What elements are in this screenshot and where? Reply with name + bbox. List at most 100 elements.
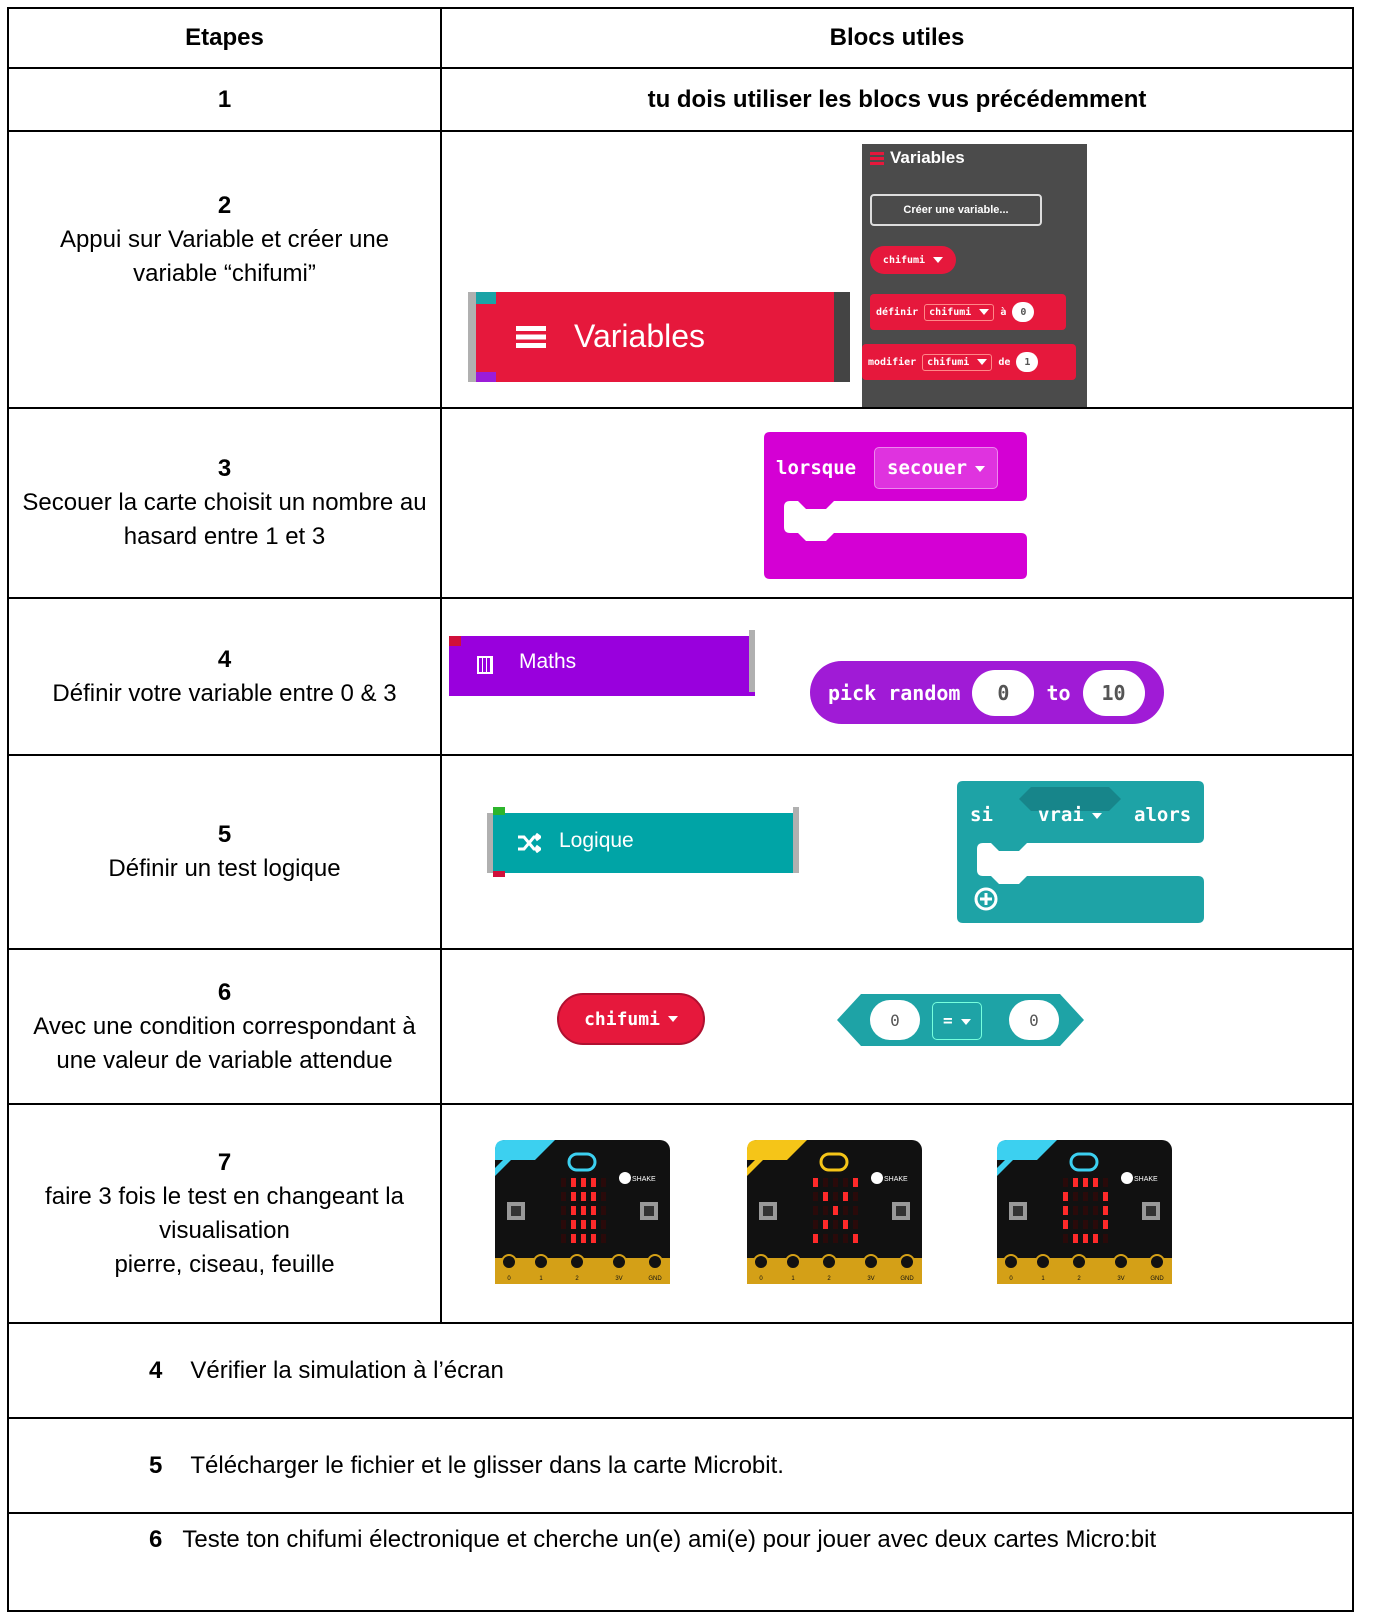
- pin: [1035, 1254, 1051, 1270]
- row: 1 tu dois utiliser les blocs vus précéde…: [7, 67, 1354, 132]
- change-block[interactable]: modifier chifumi de 1: [862, 344, 1076, 380]
- blocks: chifumi 0 = 0: [442, 950, 1352, 1103]
- led: [1093, 1220, 1098, 1229]
- led: [843, 1206, 848, 1215]
- led: [1093, 1206, 1098, 1215]
- icon: [980, 893, 992, 905]
- blocks-cell: SHAKE 0 1 2 3V GND SHAKE 0 1 2 3V GND SHAKE 0 1 2 3V GND: [440, 1103, 1354, 1324]
- button: [1013, 1206, 1023, 1216]
- step-text: pierre, ciseau, feuille: [114, 1250, 335, 1278]
- pin-label: 0: [759, 1276, 763, 1282]
- led: [1073, 1192, 1078, 1201]
- pin-label: GND: [648, 1276, 662, 1282]
- icon: [974, 887, 998, 911]
- pin-label: 2: [1077, 1276, 1081, 1282]
- label: alors: [1134, 804, 1192, 826]
- dropdown[interactable]: vrai: [1038, 804, 1102, 826]
- row: 4 Définir votre variable entre 0 & 3 Math…: [7, 597, 1354, 756]
- set-block[interactable]: définir chifumi à 0: [870, 294, 1066, 330]
- category-label: Variables: [574, 318, 706, 354]
- led: [591, 1206, 596, 1215]
- blocks-cell: Logique si vrai alors: [440, 754, 1354, 950]
- corner: [997, 1140, 1033, 1176]
- label: pick random: [828, 680, 961, 705]
- led: [561, 1178, 566, 1187]
- dropdown[interactable]: secouer: [874, 447, 999, 489]
- step-cell: 5 Définir un test logique: [7, 754, 442, 950]
- led: [853, 1220, 858, 1229]
- pin-label: GND: [1150, 1276, 1164, 1282]
- button: [896, 1206, 906, 1216]
- block-shape: [957, 781, 1204, 923]
- led: [561, 1192, 566, 1201]
- corner: [495, 1140, 531, 1176]
- pin-label: 1: [1041, 1276, 1045, 1282]
- variable-block[interactable]: chifumi: [870, 246, 956, 274]
- label: vrai: [1038, 804, 1084, 826]
- led: [1083, 1206, 1088, 1215]
- pin-label: 1: [539, 1276, 543, 1282]
- category-label: Maths: [519, 650, 577, 673]
- led: [843, 1192, 848, 1201]
- category-bar: Variables: [468, 292, 850, 382]
- dropdown: chifumi: [924, 303, 995, 321]
- led: [1063, 1234, 1068, 1243]
- pin: [1149, 1254, 1165, 1270]
- led: [571, 1206, 576, 1215]
- led: [1083, 1234, 1088, 1243]
- led: [1073, 1178, 1078, 1187]
- led: [1083, 1220, 1088, 1229]
- step-number: 7: [217, 1148, 232, 1176]
- led: [1063, 1220, 1068, 1229]
- cap: [487, 813, 493, 873]
- row: 5 Définir un test logique Logique si vrai…: [7, 754, 1354, 950]
- step-text: Définir votre variable entre 0 & 3: [52, 679, 397, 707]
- led: [561, 1234, 566, 1243]
- number-input: 0: [870, 1000, 920, 1040]
- variable-block[interactable]: chifumi: [557, 993, 705, 1045]
- led: [833, 1220, 838, 1229]
- led: [853, 1234, 858, 1243]
- logo: [819, 1152, 849, 1172]
- steps-table: Etapes Blocs utiles 1 tu dois utiliser l…: [7, 7, 1354, 1612]
- led: [1093, 1192, 1098, 1201]
- random-block[interactable]: pick random 0 to 10: [810, 661, 1164, 724]
- blocks: SHAKE 0 1 2 3V GND SHAKE 0 1 2 3V GND SHAKE 0 1 2 3V GND: [442, 1105, 1352, 1322]
- dropdown[interactable]: =: [932, 1002, 982, 1040]
- number-input: 1: [1016, 352, 1039, 372]
- led: [571, 1234, 576, 1243]
- row: 6 Avec une condition correspondant à une …: [7, 948, 1354, 1105]
- led: [1093, 1178, 1098, 1187]
- row: 4 Vérifier la simulation à l’écran: [7, 1322, 1354, 1419]
- step-cell: 1: [7, 67, 442, 132]
- pin-label: 3V: [867, 1276, 874, 1282]
- create-button[interactable]: Créer une variable...: [870, 194, 1042, 226]
- led: [1073, 1234, 1078, 1243]
- led: [1103, 1234, 1108, 1243]
- step-text: faire 3 fois le test en changeant la vis…: [45, 1182, 404, 1244]
- led: [581, 1234, 586, 1243]
- step-text: Avec une condition correspondant à une v…: [33, 1012, 416, 1074]
- logo: [1069, 1152, 1099, 1172]
- led: [813, 1178, 818, 1187]
- led: [1103, 1206, 1108, 1215]
- blocks: lorsque secouer: [442, 409, 1352, 597]
- row: 7 faire 3 fois le test en changeant la vi…: [7, 1103, 1354, 1324]
- blocks-cell: Variables Variables Créer une variable..…: [440, 130, 1354, 409]
- button: [644, 1206, 654, 1216]
- category-label: Logique: [559, 829, 634, 852]
- row: 5 Télécharger le fichier et le glisser da…: [7, 1417, 1354, 1514]
- button: [763, 1206, 773, 1216]
- icon: [518, 833, 541, 853]
- step-cell: 6 Avec une condition correspondant à une …: [7, 948, 442, 1105]
- step-text: Secouer la carte choisit un nombre au ha…: [22, 489, 427, 550]
- step-number: 6: [149, 1526, 163, 1553]
- step-cell: 3 Secouer la carte choisit un nombre au h…: [7, 407, 442, 599]
- cap: [493, 807, 505, 815]
- step-text: Définir un test logique: [108, 855, 341, 882]
- label: si: [970, 804, 993, 826]
- led: [813, 1206, 818, 1215]
- step-cell: 7 faire 3 fois le test en changeant la vi…: [7, 1103, 442, 1324]
- microbit: SHAKE 0 1 2 3V GND: [997, 1140, 1172, 1284]
